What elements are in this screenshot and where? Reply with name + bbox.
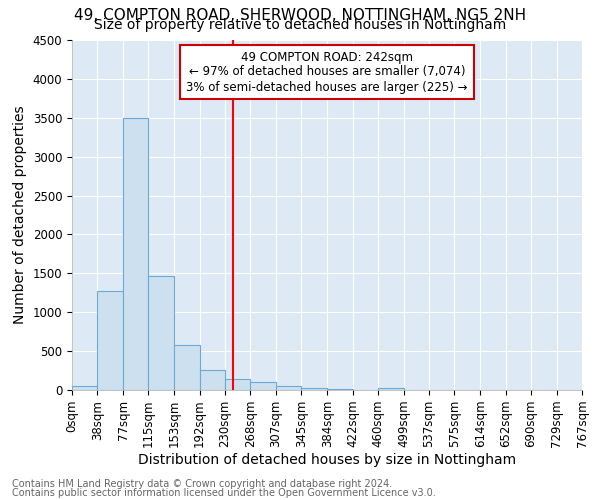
Bar [250,382,276,390]
Bar [174,346,200,390]
Text: 49, COMPTON ROAD, SHERWOOD, NOTTINGHAM, NG5 2NH: 49, COMPTON ROAD, SHERWOOD, NOTTINGHAM, … [74,8,526,22]
Bar [378,388,404,390]
Bar [225,379,250,390]
Bar [200,370,225,390]
Bar [72,386,97,390]
Bar [328,389,353,390]
X-axis label: Distribution of detached houses by size in Nottingham: Distribution of detached houses by size … [138,453,516,467]
Text: Contains HM Land Registry data © Crown copyright and database right 2024.: Contains HM Land Registry data © Crown c… [12,479,392,489]
Bar [276,386,301,390]
Text: Size of property relative to detached houses in Nottingham: Size of property relative to detached ho… [94,18,506,32]
Text: Contains public sector information licensed under the Open Government Licence v3: Contains public sector information licen… [12,488,436,498]
Bar [148,276,174,390]
Text: 49 COMPTON ROAD: 242sqm
← 97% of detached houses are smaller (7,074)
3% of semi-: 49 COMPTON ROAD: 242sqm ← 97% of detache… [186,50,468,94]
Bar [123,118,148,390]
Bar [301,388,328,390]
Y-axis label: Number of detached properties: Number of detached properties [13,106,27,324]
Bar [97,291,123,390]
